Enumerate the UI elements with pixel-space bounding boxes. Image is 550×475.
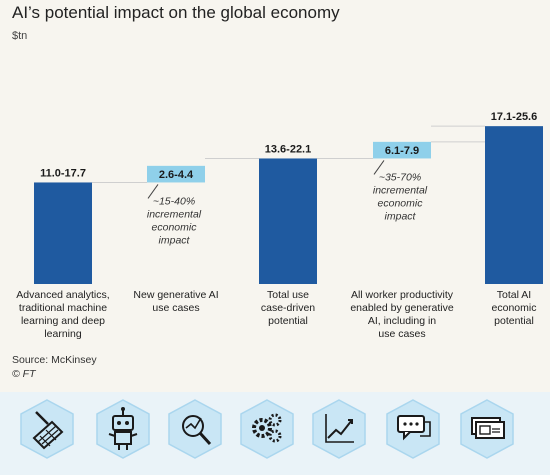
annotation-1-line-2: incremental [147, 208, 202, 220]
category-label-2: New generative AI use cases [124, 289, 228, 315]
chat-bubbles-icon [386, 399, 440, 459]
category-label-3-line: potential [268, 315, 308, 327]
category-label-4-line: enabled by generative [350, 302, 454, 314]
copyright-label: © FT [12, 368, 36, 380]
chart-title: AI’s potential impact on the global econ… [12, 3, 340, 22]
value-label-4: 6.1-7.9 [385, 145, 419, 157]
category-label-1-line: Advanced analytics, [16, 289, 110, 301]
category-label-4: All worker productivity enabled by genera… [350, 289, 454, 341]
source-note: Source: McKinsey © FT [12, 353, 97, 381]
category-label-1: Advanced analytics, traditional machine le… [11, 289, 115, 341]
connector-lines [92, 125, 485, 183]
category-label-2-line: use cases [152, 302, 200, 314]
magnifier-chart-icon [168, 399, 222, 459]
category-label-4-line: AI, including in [367, 315, 437, 327]
category-label-2-line: New generative AI [133, 289, 219, 301]
value-label-1: 11.0-17.7 [40, 167, 86, 179]
annotation-2-line-3: economic [378, 197, 424, 209]
bar-3 [259, 158, 317, 284]
annotation-leader-2 [373, 160, 385, 175]
bar-4 [373, 141, 431, 159]
category-label-5-line: potential [494, 315, 534, 327]
category-label-5-line: Total AI [496, 289, 532, 301]
robot-icon [96, 399, 150, 459]
source-label: Source: McKinsey [12, 354, 97, 366]
bars-group [34, 126, 543, 285]
drawing-grid-icon [20, 399, 74, 459]
gears-icon [240, 399, 294, 459]
annotation-2-line-4: impact [385, 210, 417, 222]
value-label-5: 17.1-25.6 [491, 111, 537, 123]
value-labels-group: 11.0-17.7 2.6-4.4 13.6-22.1 6.1-7.9 17.1-25.… [40, 111, 537, 181]
annotation-2-line-1: ~35-70% [379, 171, 421, 183]
value-label-2: 2.6-4.4 [159, 169, 194, 181]
category-label-4-line: All worker productivity [350, 289, 454, 301]
banknotes-icon [460, 399, 514, 459]
waterfall-chart: 11.0-17.7 2.6-4.4 13.6-22.1 6.1-7.9 17.1-25.… [34, 111, 543, 285]
annotation-leader-1 [147, 184, 159, 199]
category-label-4-line: use cases [378, 328, 426, 340]
bar-5 [485, 126, 543, 285]
category-label-1-line: learning [44, 328, 82, 340]
bar-2 [147, 165, 205, 183]
y-axis-unit-label: $tn [12, 30, 28, 42]
annotation-1-line-1: ~15-40% [153, 195, 195, 207]
category-label-3: Total use case-driven potential [236, 289, 340, 328]
category-label-3-line: Total use [266, 289, 310, 301]
annotations-group: ~15-40%incrementaleconomicimpact~35-70%i… [147, 160, 428, 246]
category-label-5-line: economic [491, 302, 537, 314]
category-label-1-line: traditional machine [18, 302, 108, 314]
category-label-5: Total AI economic potential [462, 289, 550, 328]
annotation-1-line-3: economic [152, 221, 198, 233]
line-chart-icon [312, 399, 366, 459]
annotation-2-line-2: incremental [373, 184, 428, 196]
icon-strip [0, 392, 550, 475]
value-label-3: 13.6-22.1 [265, 143, 311, 155]
category-label-3-line: case-driven [260, 302, 316, 314]
category-label-1-line: learning and deep [20, 315, 106, 327]
annotation-1-line-4: impact [159, 234, 191, 246]
bar-1 [34, 182, 92, 284]
